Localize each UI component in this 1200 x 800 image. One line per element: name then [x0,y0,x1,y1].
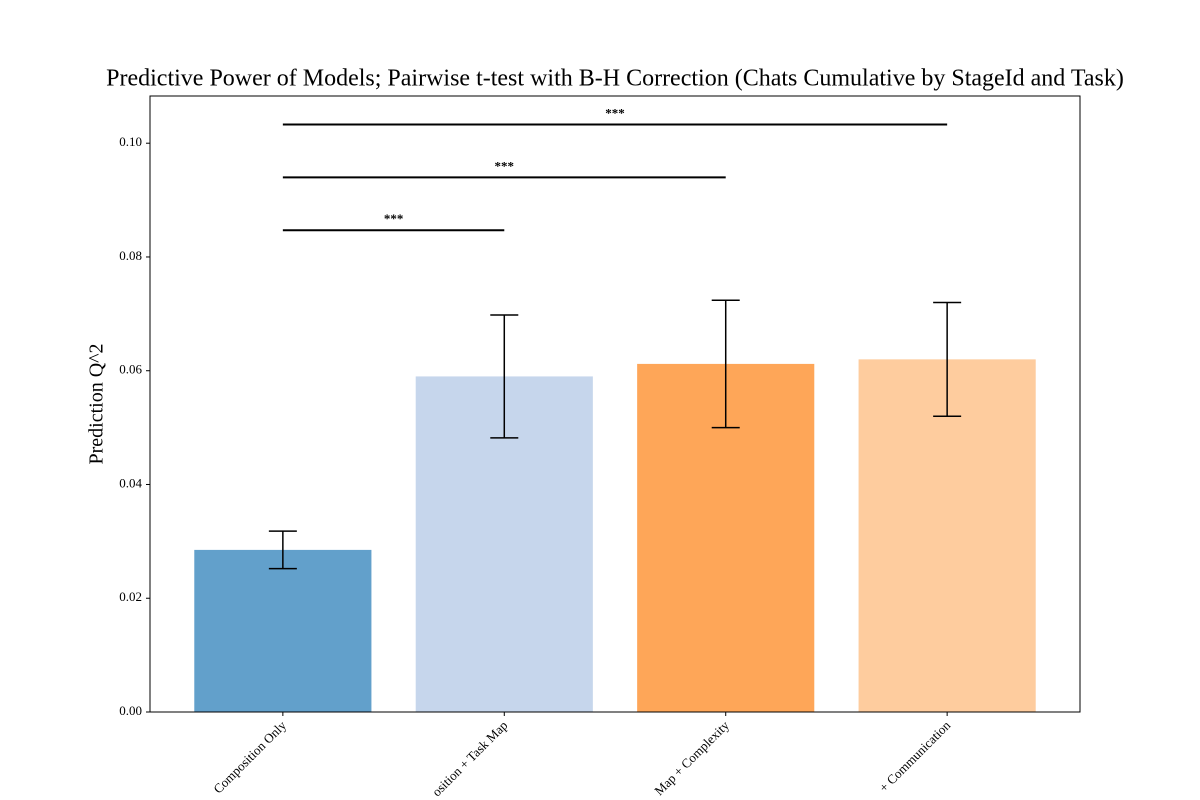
bar [194,549,372,712]
y-tick-label: 0.06 [119,362,142,377]
y-axis-label: Prediction Q^2 [86,343,108,464]
y-tick-label: 0.02 [119,589,142,604]
significance-label: *** [384,211,404,226]
x-tick-label: Composition Only [210,717,289,796]
x-tick-label: osition + Task Map [429,718,511,800]
y-tick-label: 0.04 [119,475,142,490]
x-tick-label: Map + Complexity [651,717,732,798]
significance-label: *** [605,105,625,120]
y-tick-label: 0.10 [119,134,142,149]
bar [858,359,1036,712]
plot-frame [149,95,1081,713]
chart-title: Predictive Power of Models; Pairwise t-t… [106,66,1124,92]
x-tick-label: + Communication [876,717,954,795]
y-tick-label: 0.08 [119,248,142,263]
significance-label: *** [495,158,515,173]
y-tick-label: 0.00 [119,703,142,718]
